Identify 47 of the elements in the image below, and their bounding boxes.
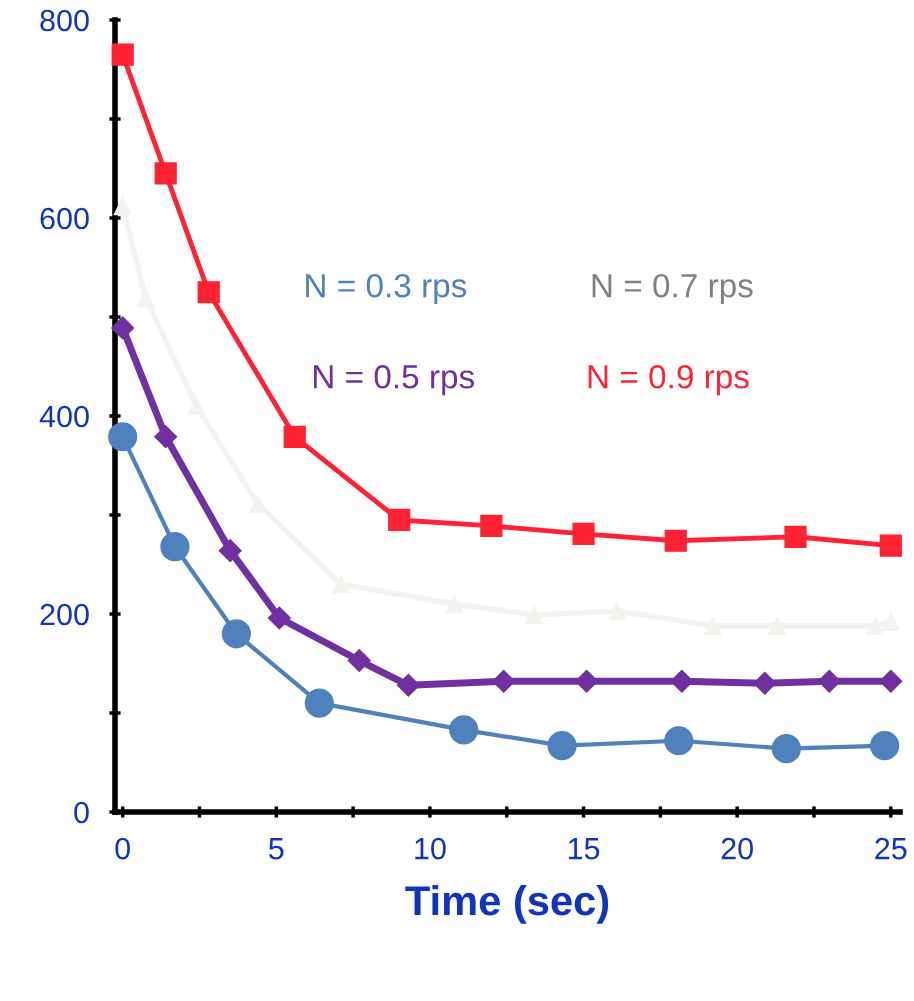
point [664, 529, 687, 552]
annotation: N = 0.7 rps [592, 273, 753, 305]
y-tick-label: 200 [40, 603, 89, 626]
text: N = 0.5 rps [313, 365, 475, 396]
point [218, 539, 242, 563]
point [108, 422, 138, 452]
point [879, 669, 903, 693]
point [449, 715, 479, 745]
point [267, 606, 291, 630]
point [664, 726, 694, 756]
point [388, 508, 411, 532]
x-tick-label: 15 [568, 838, 600, 860]
point [221, 619, 251, 649]
x-tick-label: 10 [415, 837, 446, 860]
point [572, 522, 595, 545]
point [771, 734, 801, 764]
x-tick-label: 0 [115, 837, 130, 860]
y-tick-label: 800 [40, 9, 89, 32]
point [113, 197, 132, 216]
point [547, 731, 577, 761]
point [197, 281, 220, 304]
point [753, 671, 777, 695]
point [304, 688, 334, 718]
x-tick-label: 20 [721, 837, 753, 860]
point [879, 534, 902, 557]
y-tick-label: 400 [39, 405, 89, 428]
text: N = 0.9 rps [588, 365, 749, 396]
point [396, 673, 420, 697]
point [784, 525, 807, 548]
y-tick-label: 600 [40, 207, 89, 230]
point [111, 316, 135, 340]
point [480, 514, 503, 538]
point [160, 532, 190, 562]
x-axis-title: Time (sec) [405, 884, 609, 924]
point [154, 162, 177, 185]
point [492, 669, 516, 693]
point [283, 425, 306, 448]
text: N = 0.3 rps [306, 273, 467, 305]
point [347, 649, 371, 673]
x-tick-label: 5 [269, 838, 284, 860]
x-tick-label: 25 [875, 837, 907, 860]
point [154, 425, 178, 449]
y-tick-label: 0 [74, 801, 89, 824]
point [575, 669, 599, 693]
point [111, 43, 134, 66]
point [870, 731, 900, 761]
point [670, 669, 694, 693]
